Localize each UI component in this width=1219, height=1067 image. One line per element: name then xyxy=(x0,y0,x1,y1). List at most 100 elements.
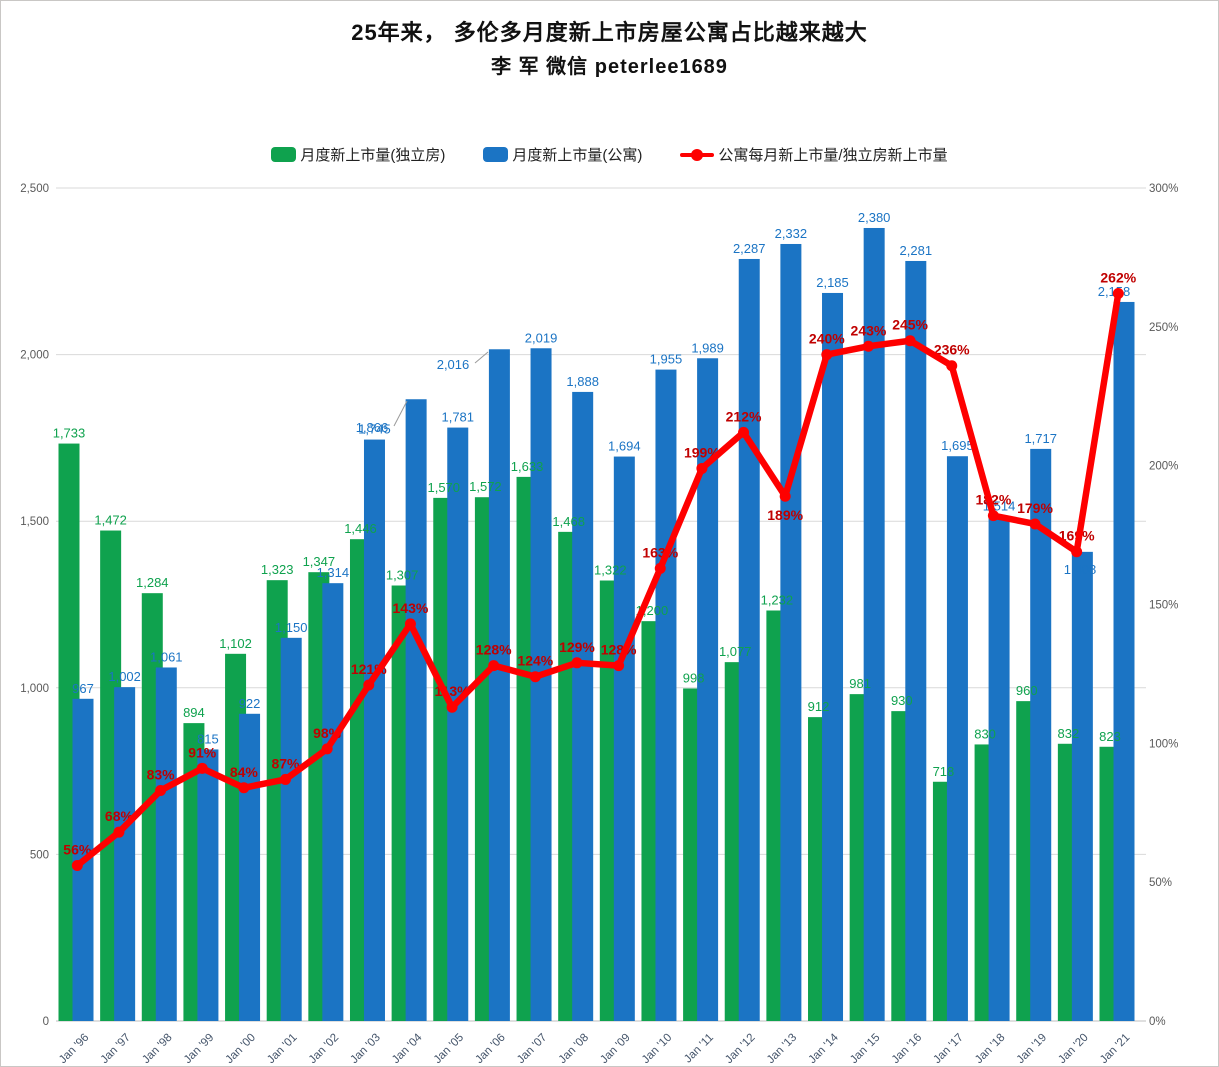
y-tick-label-left: 500 xyxy=(30,849,49,861)
legend-item-condo: 月度新上市量(公寓) xyxy=(483,144,642,165)
bar-condo xyxy=(488,349,510,1021)
bar-label-detached: 1,733 xyxy=(53,426,86,441)
ratio-marker xyxy=(113,826,125,838)
bar-label-detached: 960 xyxy=(1016,683,1038,698)
ratio-label: 124% xyxy=(517,653,553,669)
x-tick-label: Jan '12 xyxy=(723,1032,757,1066)
bar-condo xyxy=(905,260,927,1021)
bar-label-detached: 1,322 xyxy=(594,563,627,578)
bar-label-condo: 2,287 xyxy=(733,241,766,256)
bar-label-detached: 1,570 xyxy=(427,480,460,495)
bar-label-detached: 1,323 xyxy=(261,562,294,577)
bar-label-detached: 1,347 xyxy=(303,554,336,569)
ratio-label: 245% xyxy=(892,317,928,333)
ratio-marker xyxy=(71,860,83,872)
bar-label-condo: 1,150 xyxy=(275,620,308,635)
ratio-marker xyxy=(488,660,500,672)
ratio-label: 212% xyxy=(726,408,762,424)
x-tick-label: Jan '09 xyxy=(598,1032,632,1066)
ratio-marker xyxy=(779,490,791,502)
bar-condo xyxy=(239,713,261,1021)
ratio-label: 163% xyxy=(642,544,678,560)
bar-label-condo: 1,408 xyxy=(1064,562,1097,577)
ratio-marker xyxy=(571,657,583,669)
y-tick-label-left: 1,500 xyxy=(20,516,49,528)
ratio-marker xyxy=(446,701,458,713)
bar-label-detached: 832 xyxy=(1058,726,1080,741)
x-tick-label: Jan '96 xyxy=(57,1032,91,1066)
bar-label-detached: 998 xyxy=(683,670,705,685)
x-tick-label: Jan '02 xyxy=(307,1032,341,1066)
x-tick-label: Jan '07 xyxy=(515,1032,549,1066)
ratio-label: 236% xyxy=(934,342,970,358)
ratio-label: 84% xyxy=(230,764,259,780)
bar-label-detached: 1,102 xyxy=(219,636,252,651)
bar-condo xyxy=(1113,301,1135,1021)
bar-label-condo: 1,955 xyxy=(650,352,683,367)
chart-subtitle: 李 军 微信 peterlee1689 xyxy=(491,56,728,78)
ratio-label: 129% xyxy=(559,639,595,655)
y-tick-label-right: 50% xyxy=(1149,877,1172,889)
chart-title: 25年来， 多伦多月度新上市房屋公寓占比越来越大 xyxy=(351,20,868,45)
bar-condo xyxy=(114,687,136,1021)
x-tick-label: Jan '21 xyxy=(1098,1032,1132,1066)
bar-condo xyxy=(780,243,802,1021)
x-tick-label: Jan '05 xyxy=(432,1032,466,1066)
bar-condo xyxy=(322,583,344,1021)
bar-condo xyxy=(1030,448,1052,1021)
ratio-line xyxy=(74,290,1122,869)
bar-label-condo: 1,866 xyxy=(356,420,389,435)
y-tick-label-right: 300% xyxy=(1149,183,1178,195)
ratio-marker xyxy=(196,762,208,774)
ratio-label: 128% xyxy=(601,642,637,658)
x-tick-label: Jan '19 xyxy=(1015,1032,1049,1066)
ratio-marker xyxy=(1071,546,1083,558)
bar-label-detached: 1,232 xyxy=(761,592,794,607)
x-tick-label: Jan '18 xyxy=(973,1032,1007,1066)
ratio-label: 56% xyxy=(63,842,92,858)
ratio-label: 143% xyxy=(393,600,429,616)
bar-label-condo: 1,888 xyxy=(566,374,599,389)
y-tick-label-left: 2,500 xyxy=(20,183,49,195)
bar-label-detached: 1,572 xyxy=(469,479,502,494)
bar-condo xyxy=(738,258,760,1022)
bar-label-detached: 894 xyxy=(183,705,205,720)
bar-label-condo: 967 xyxy=(72,681,94,696)
ratio-label: 91% xyxy=(188,744,217,760)
ratio-marker xyxy=(363,679,375,691)
ratio-marker xyxy=(1112,288,1124,300)
bar-condo xyxy=(946,456,968,1021)
legend-item-detached: 月度新上市量(独立房) xyxy=(271,144,445,165)
bar-label-condo: 1,061 xyxy=(150,649,183,664)
bar-label-detached: 1,284 xyxy=(136,575,169,590)
bar-label-condo: 2,281 xyxy=(900,243,933,258)
bar-label-condo: 1,695 xyxy=(941,438,974,453)
ratio-marker xyxy=(738,426,750,438)
ratio-marker xyxy=(862,340,874,352)
bar-label-detached: 718 xyxy=(933,764,955,779)
label-leader-line xyxy=(474,351,489,364)
x-tick-label: Jan '16 xyxy=(890,1032,924,1066)
y-tick-label-right: 250% xyxy=(1149,322,1178,334)
ratio-label: 83% xyxy=(147,767,176,783)
bar-label-detached: 912 xyxy=(808,699,830,714)
bar-label-condo: 2,332 xyxy=(775,226,808,241)
bar-label-condo: 2,185 xyxy=(816,275,849,290)
bar-label-condo: 2,380 xyxy=(858,210,891,225)
x-tick-label: Jan '97 xyxy=(99,1032,133,1066)
bar-label-detached: 1,472 xyxy=(94,513,127,528)
ratio-label: 243% xyxy=(851,322,887,338)
bar-label-condo: 1,002 xyxy=(108,669,141,684)
bar-label-condo: 815 xyxy=(197,731,219,746)
legend-label-detached: 月度新上市量(独立房) xyxy=(300,147,446,164)
bar-label-condo: 1,717 xyxy=(1024,431,1057,446)
bar-condo xyxy=(613,456,635,1021)
bar-label-condo: 1,694 xyxy=(608,439,641,454)
bar-condo xyxy=(363,439,385,1021)
bar-label-detached: 1,077 xyxy=(719,644,752,659)
ratio-label: 240% xyxy=(809,331,845,347)
ratio-marker xyxy=(821,349,833,361)
bar-label-detached: 1,446 xyxy=(344,521,377,536)
legend-label-ratio: 公寓每月新上市量/独立房新上市量 xyxy=(718,147,948,164)
